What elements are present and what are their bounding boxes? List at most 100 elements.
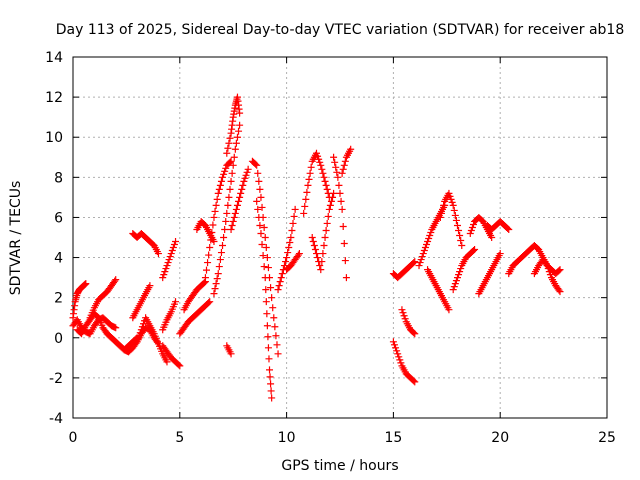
data-series-r: [227, 165, 252, 233]
data-point-plus: [224, 201, 232, 209]
data-point-plus: [207, 236, 215, 244]
data-point-plus: [323, 185, 331, 193]
data-point-plus: [488, 234, 496, 241]
data-point-plus: [342, 274, 350, 282]
data-point-plus: [452, 277, 460, 285]
grid-lines: [73, 57, 607, 418]
data-point-plus: [440, 201, 448, 209]
data-point-plus: [310, 242, 318, 250]
data-point-plus: [227, 177, 235, 185]
data-point-plus: [418, 253, 426, 261]
data-point-plus: [303, 188, 311, 196]
data-series-ah: [449, 246, 479, 294]
data-point-plus: [213, 275, 221, 283]
data-series-u: [253, 197, 276, 402]
data-point-plus: [455, 226, 463, 234]
data-point-plus: [458, 242, 466, 250]
data-point-plus: [236, 121, 244, 129]
data-series-n: [193, 217, 218, 246]
x-tick-label: 5: [175, 430, 184, 446]
data-point-plus: [258, 203, 266, 211]
data-point-plus: [160, 271, 168, 279]
data-point-plus: [305, 175, 313, 183]
data-point-plus: [242, 171, 250, 179]
data-point-plus: [168, 247, 176, 255]
data-series-k: [159, 342, 184, 370]
data-point-plus: [426, 231, 434, 239]
data-point-plus: [449, 201, 457, 209]
data-point-plus: [134, 335, 142, 343]
data-point-plus: [214, 189, 222, 197]
data-point-plus: [228, 169, 236, 177]
data-point-plus: [215, 263, 223, 271]
data-point-plus: [111, 277, 119, 285]
data-point-plus: [239, 181, 247, 189]
data-point-plus: [410, 259, 418, 267]
data-point-plus: [397, 359, 405, 367]
data-series-y: [308, 189, 338, 274]
data-point-plus: [230, 213, 238, 221]
data-point-plus: [287, 234, 295, 241]
y-tick-label: -2: [49, 371, 63, 387]
data-series-h: [133, 314, 171, 366]
data-point-plus: [237, 189, 245, 197]
data-point-plus: [225, 139, 233, 147]
chart-title: Day 113 of 2025, Sidereal Day-to-day VTE…: [56, 22, 625, 38]
data-point-plus: [295, 250, 303, 258]
data-point-plus: [219, 173, 227, 181]
data-point-plus: [416, 259, 424, 267]
data-point-plus: [261, 234, 269, 241]
data-point-plus: [456, 268, 464, 276]
data-point-plus: [228, 221, 236, 229]
data-point-plus: [227, 157, 235, 165]
data-point-plus: [288, 226, 296, 234]
data-point-plus: [216, 181, 224, 189]
data-point-plus: [217, 177, 225, 185]
data-point-plus: [331, 158, 339, 166]
data-point-plus: [319, 169, 327, 177]
data-point-plus: [457, 237, 465, 245]
data-point-plus: [466, 229, 474, 237]
data-point-plus: [165, 256, 173, 264]
data-series-ac: [389, 338, 419, 386]
data-point-plus: [216, 256, 224, 264]
x-axis-title: GPS time / hours: [281, 458, 398, 474]
data-point-plus: [504, 224, 512, 232]
data-point-plus: [451, 211, 459, 219]
data-point-plus: [240, 177, 248, 185]
data-point-plus: [223, 209, 231, 217]
data-point-plus: [314, 152, 322, 160]
data-point-plus: [306, 169, 314, 177]
data-point-plus: [286, 239, 294, 247]
data-point-plus: [323, 219, 331, 227]
data-point-plus: [317, 161, 325, 169]
data-point-plus: [330, 189, 338, 197]
data-series-i: [159, 238, 180, 282]
data-point-plus: [453, 221, 461, 229]
data-point-plus: [316, 262, 324, 270]
x-tick-label: 15: [384, 430, 402, 446]
data-point-plus: [447, 195, 455, 203]
x-tick-label: 20: [491, 430, 509, 446]
data-point-plus: [255, 177, 263, 185]
data-point-plus: [294, 251, 302, 259]
data-point-plus: [268, 294, 276, 302]
data-point-plus: [496, 250, 504, 258]
data-point-plus: [448, 198, 456, 206]
data-point-plus: [210, 238, 218, 246]
data-point-plus: [410, 329, 418, 337]
data-point-plus: [254, 169, 262, 177]
data-point-plus: [455, 271, 463, 279]
data-point-plus: [450, 283, 458, 291]
data-series-z: [330, 153, 350, 282]
data-point-plus: [285, 244, 293, 252]
data-point-plus: [309, 238, 317, 246]
data-point-plus: [213, 195, 221, 203]
data-point-plus: [439, 205, 447, 213]
data-point-plus: [468, 223, 476, 231]
data-point-plus: [555, 267, 563, 275]
data-point-plus: [450, 206, 458, 214]
data-point-plus: [264, 333, 272, 341]
data-point-plus: [233, 201, 241, 209]
y-tick-label: -4: [49, 411, 63, 427]
